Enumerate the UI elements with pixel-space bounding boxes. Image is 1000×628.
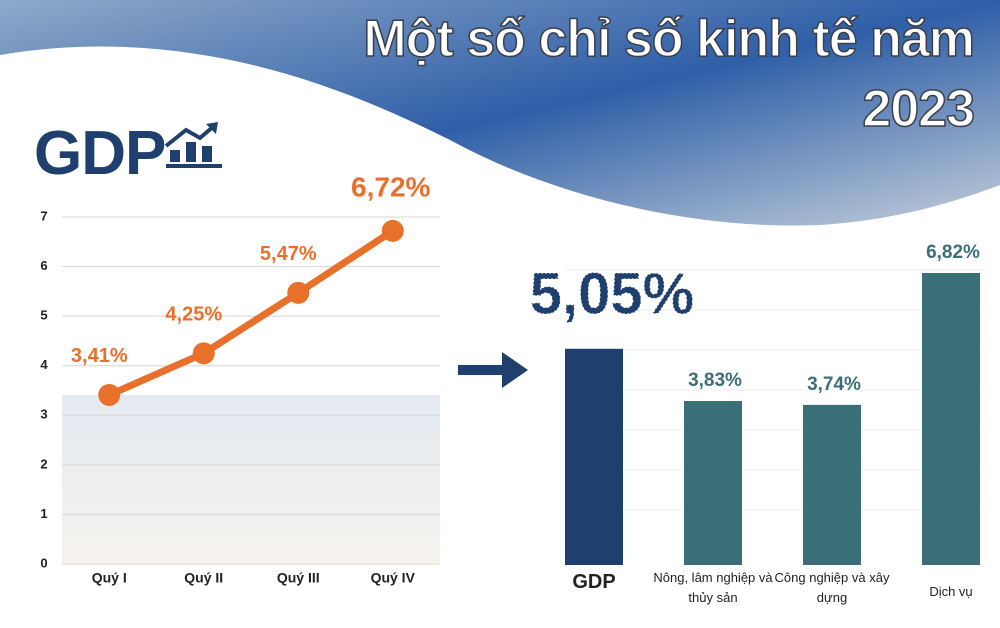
x-tick-label: Công nghiệp và xây dựng: [774, 570, 890, 605]
line-series: [107, 227, 395, 399]
x-tick-label: Quý IV: [371, 570, 416, 586]
x-tick-label: Quý III: [277, 570, 320, 586]
data-label: 5,47%: [260, 243, 317, 265]
gdp-icon: [164, 122, 222, 168]
y-tick-label: 5: [40, 308, 47, 323]
data-label: 4,25%: [165, 304, 222, 326]
bar: [803, 404, 861, 565]
y-tick-label: 2: [40, 456, 47, 471]
x-tick-label: Quý II: [184, 570, 223, 586]
section-heading: GDP: [34, 119, 166, 188]
x-tick-label: Nông, lâm nghiệp và thủy sản: [653, 570, 773, 605]
y-tick-label: 6: [40, 258, 47, 273]
y-tick-label: 7: [40, 208, 47, 223]
data-label: 6,72%: [351, 171, 430, 202]
x-tick-label: Quý I: [92, 570, 127, 586]
data-label: 3,83%: [688, 370, 742, 391]
x-tick-label: Dịch vụ: [929, 584, 973, 599]
data-label: 6,82%: [926, 242, 980, 263]
page-title: Một số chỉ số kinh tế năm 2023: [363, 9, 976, 139]
bar: [684, 401, 742, 565]
point: [98, 383, 121, 406]
y-tick-label: 3: [40, 407, 47, 422]
point: [192, 342, 215, 365]
point: [381, 219, 404, 242]
data-label: 3,74%: [807, 374, 861, 395]
y-tick-label: 4: [40, 357, 48, 372]
point: [287, 281, 310, 304]
data-label: 5,05%: [530, 261, 694, 326]
arrow-head: [502, 352, 528, 388]
bar: [922, 273, 980, 565]
x-tick-label: GDP: [572, 571, 616, 593]
y-tick-label: 1: [40, 506, 47, 521]
data-label: 3,41%: [71, 345, 128, 367]
bg-photo: [62, 395, 440, 563]
bar: [565, 348, 623, 565]
y-tick-label: 0: [40, 555, 47, 570]
